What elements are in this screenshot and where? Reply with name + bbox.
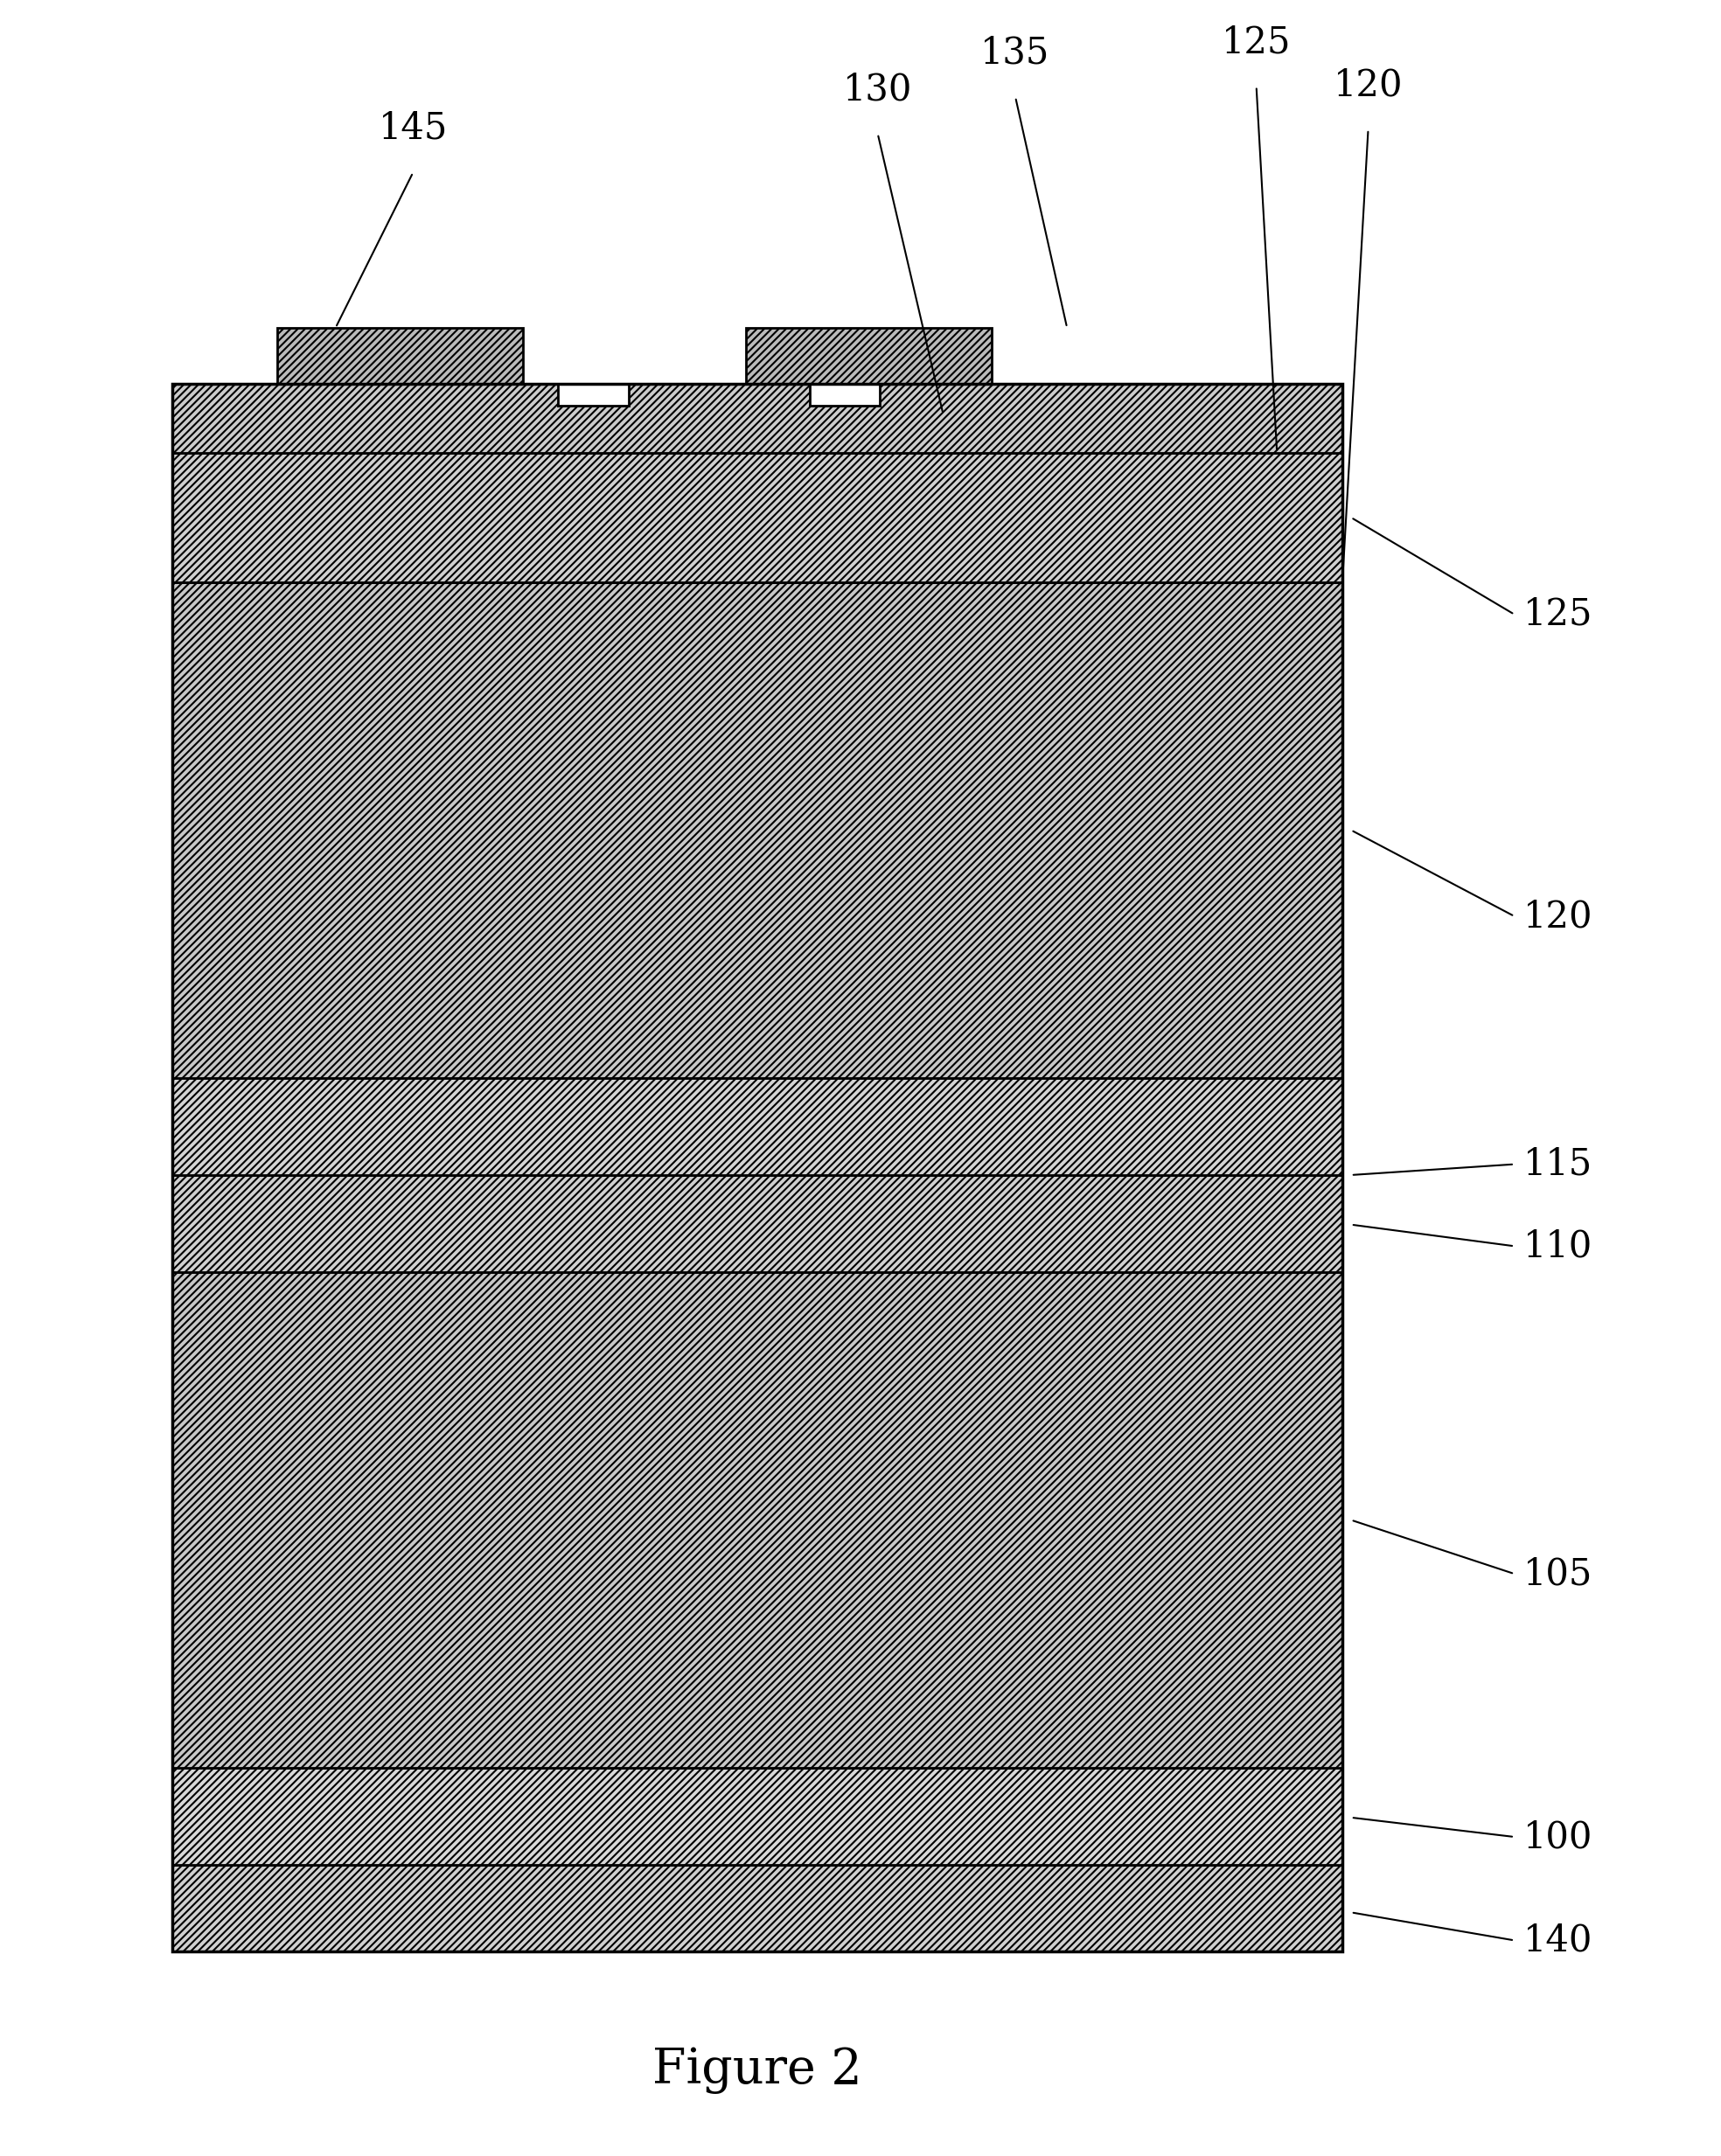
Bar bbox=[277, 328, 523, 384]
Text: 115: 115 bbox=[1523, 1145, 1592, 1184]
Bar bbox=[172, 384, 1342, 453]
Bar bbox=[172, 582, 1342, 1078]
Bar bbox=[558, 384, 628, 405]
Bar bbox=[745, 328, 991, 384]
Text: 130: 130 bbox=[843, 71, 912, 108]
Bar bbox=[811, 384, 879, 405]
Text: 125: 125 bbox=[1523, 595, 1592, 634]
Text: 105: 105 bbox=[1523, 1554, 1592, 1593]
Text: 100: 100 bbox=[1523, 1818, 1592, 1856]
Text: 110: 110 bbox=[1523, 1227, 1592, 1266]
Text: 135: 135 bbox=[981, 34, 1050, 71]
Text: 125: 125 bbox=[1222, 24, 1291, 60]
Text: 120: 120 bbox=[1523, 897, 1592, 936]
Text: Figure 2: Figure 2 bbox=[652, 2046, 862, 2093]
Bar bbox=[172, 1768, 1342, 1865]
Text: 120: 120 bbox=[1334, 67, 1403, 103]
Text: 140: 140 bbox=[1523, 1921, 1592, 1960]
Text: 145: 145 bbox=[379, 110, 447, 147]
Bar bbox=[172, 1865, 1342, 1951]
Bar bbox=[172, 453, 1342, 582]
Bar bbox=[172, 1078, 1342, 1175]
Bar bbox=[172, 1175, 1342, 1272]
Bar bbox=[172, 1272, 1342, 1768]
Bar bbox=[172, 384, 1342, 1951]
